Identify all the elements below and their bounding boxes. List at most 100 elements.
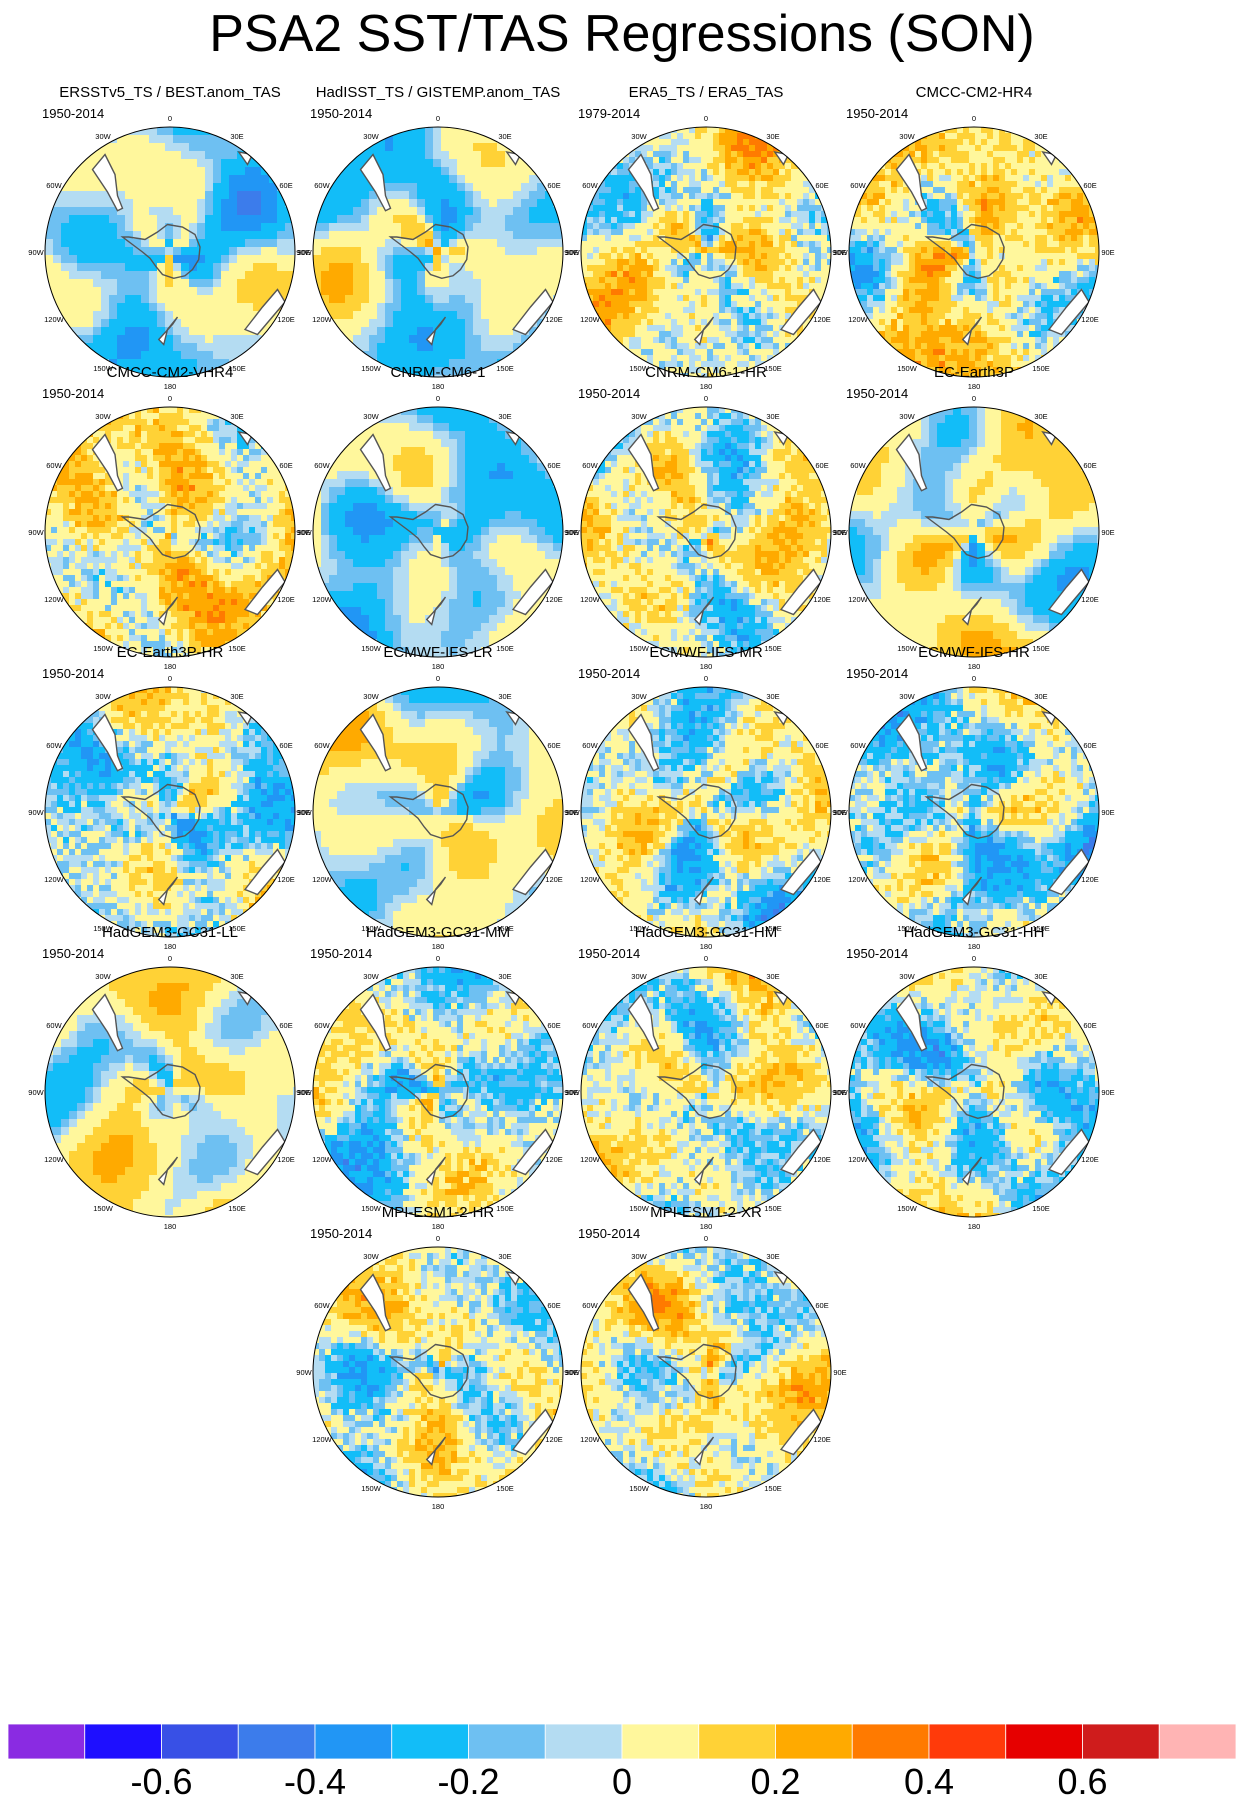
australia-coastline xyxy=(779,848,822,896)
antarctica-coastline xyxy=(656,1063,737,1119)
polar-map: 0 30E 60E 90E 120E 150E 180 150W 120W 90W 60W 30W xyxy=(564,954,846,1231)
map-border xyxy=(580,686,832,938)
longitude-label: 90E xyxy=(297,248,310,257)
longitude-label: 180 xyxy=(164,1222,177,1231)
map-border xyxy=(44,126,296,378)
polar-map: 0 30E 60E 90E 120E 150E 180 150W 120W 90W 60W 30W xyxy=(296,1234,578,1511)
south-america-coastline xyxy=(895,433,928,492)
longitude-label: 60W xyxy=(850,181,866,190)
longitude-label: 90W xyxy=(564,528,580,537)
regression-field xyxy=(849,967,1099,1217)
longitude-label: 30W xyxy=(363,132,379,141)
antarctica-coastline xyxy=(656,223,737,279)
colorbar-swatch xyxy=(621,1724,700,1759)
south-america-coastline xyxy=(895,153,928,212)
longitude-label: 0 xyxy=(168,114,172,123)
panel-title: ERA5_TS / ERA5_TAS xyxy=(556,84,856,102)
south-america-coastline xyxy=(359,153,392,212)
longitude-label: 30E xyxy=(1034,692,1047,701)
panel-period: 1950-2014 xyxy=(846,666,908,681)
panel-title: HadISST_TS / GISTEMP.anom_TAS xyxy=(288,84,588,102)
longitude-label: 180 xyxy=(700,942,713,951)
longitude-label: 30W xyxy=(363,972,379,981)
longitude-label: 90W xyxy=(28,248,44,257)
longitude-label: 120E xyxy=(545,875,563,884)
map-border xyxy=(312,406,564,658)
longitude-label: 150E xyxy=(1032,644,1050,653)
longitude-label: 30E xyxy=(766,412,779,421)
longitude-label: 120W xyxy=(580,875,601,884)
longitude-label: 150E xyxy=(1032,924,1050,933)
longitude-label: 30W xyxy=(631,132,647,141)
longitude-label: 120E xyxy=(813,1155,831,1164)
longitude-label: 120W xyxy=(580,1435,601,1444)
longitude-label: 90E xyxy=(565,1368,578,1377)
regression-field xyxy=(313,127,563,377)
australia-coastline xyxy=(243,568,286,616)
longitude-label: 120W xyxy=(312,315,333,324)
longitude-label: 60W xyxy=(46,181,62,190)
colorbar-swatch xyxy=(1082,1724,1160,1759)
map-border xyxy=(312,126,564,378)
longitude-label: 30E xyxy=(230,132,243,141)
colorbar-swatch xyxy=(698,1724,776,1759)
longitude-label: 60W xyxy=(582,1021,598,1030)
map-border xyxy=(580,406,832,658)
longitude-label: 60E xyxy=(1083,1021,1096,1030)
antarctica-coastline xyxy=(924,503,1005,559)
map-border xyxy=(44,406,296,658)
south-america-coastline xyxy=(91,153,124,212)
south-america-coastline xyxy=(627,993,660,1052)
colorbar-swatch xyxy=(314,1724,393,1759)
longitude-label: 150W xyxy=(897,364,918,373)
longitude-label: 150E xyxy=(496,1204,514,1213)
longitude-label: 30E xyxy=(230,692,243,701)
regression-field xyxy=(581,407,831,657)
longitude-label: 60E xyxy=(815,1301,828,1310)
longitude-label: 150E xyxy=(228,644,246,653)
longitude-label: 150W xyxy=(629,1484,650,1493)
longitude-label: 120W xyxy=(580,1155,601,1164)
colorbar-swatch xyxy=(1158,1724,1236,1759)
longitude-label: 120E xyxy=(277,315,295,324)
regression-field xyxy=(849,407,1099,657)
new-zealand-coastline xyxy=(693,1436,715,1466)
polar-map: 0 30E 60E 90E 120E 150E 180 150W 120W 90W 60W 30W xyxy=(296,674,578,951)
panel-title: EC-Earth3P-HR xyxy=(20,644,320,662)
longitude-label: 180 xyxy=(432,1502,445,1511)
longitude-label: 0 xyxy=(168,954,172,963)
longitude-label: 60E xyxy=(1083,461,1096,470)
new-zealand-coastline xyxy=(157,316,179,346)
australia-coastline xyxy=(1047,288,1090,336)
longitude-label: 180 xyxy=(432,382,445,391)
panel-title: HadGEM3-GC31-HH xyxy=(824,924,1124,942)
longitude-label: 60W xyxy=(582,1301,598,1310)
longitude-label: 90E xyxy=(565,528,578,537)
longitude-label: 120W xyxy=(848,875,869,884)
longitude-label: 30E xyxy=(498,132,511,141)
colorbar-tick-label: -0.6 xyxy=(130,1762,192,1802)
new-zealand-coastline xyxy=(961,876,983,906)
map-border xyxy=(580,126,832,378)
regression-field xyxy=(45,967,295,1217)
longitude-label: 120W xyxy=(44,875,65,884)
longitude-label: 60W xyxy=(850,741,866,750)
south-america-coastline xyxy=(627,433,660,492)
longitude-label: 30W xyxy=(631,412,647,421)
panel-title: ECMWF-IFS-HR xyxy=(824,644,1124,662)
longitude-label: 90E xyxy=(297,808,310,817)
map-panel: CNRM-CM6-1 0 30E 60E 90E 120E 150E 180 150W 120W 9… xyxy=(288,364,588,684)
longitude-label: 120E xyxy=(1081,595,1099,604)
longitude-label: 90W xyxy=(564,248,580,257)
longitude-label: 120E xyxy=(277,1155,295,1164)
longitude-label: 180 xyxy=(968,382,981,391)
longitude-label: 30W xyxy=(95,412,111,421)
longitude-label: 0 xyxy=(704,394,708,403)
longitude-label: 60W xyxy=(314,1301,330,1310)
polar-map: 0 30E 60E 90E 120E 150E 180 150W 120W 90W 60W 30W xyxy=(564,1234,846,1511)
longitude-label: 30E xyxy=(766,972,779,981)
longitude-label: 60E xyxy=(547,741,560,750)
panel-title: EC-Earth3P xyxy=(824,364,1124,382)
longitude-label: 120E xyxy=(1081,875,1099,884)
polar-map: 0 30E 60E 90E 120E 150E 180 150W 120W 90W 60W 30W xyxy=(832,394,1114,671)
